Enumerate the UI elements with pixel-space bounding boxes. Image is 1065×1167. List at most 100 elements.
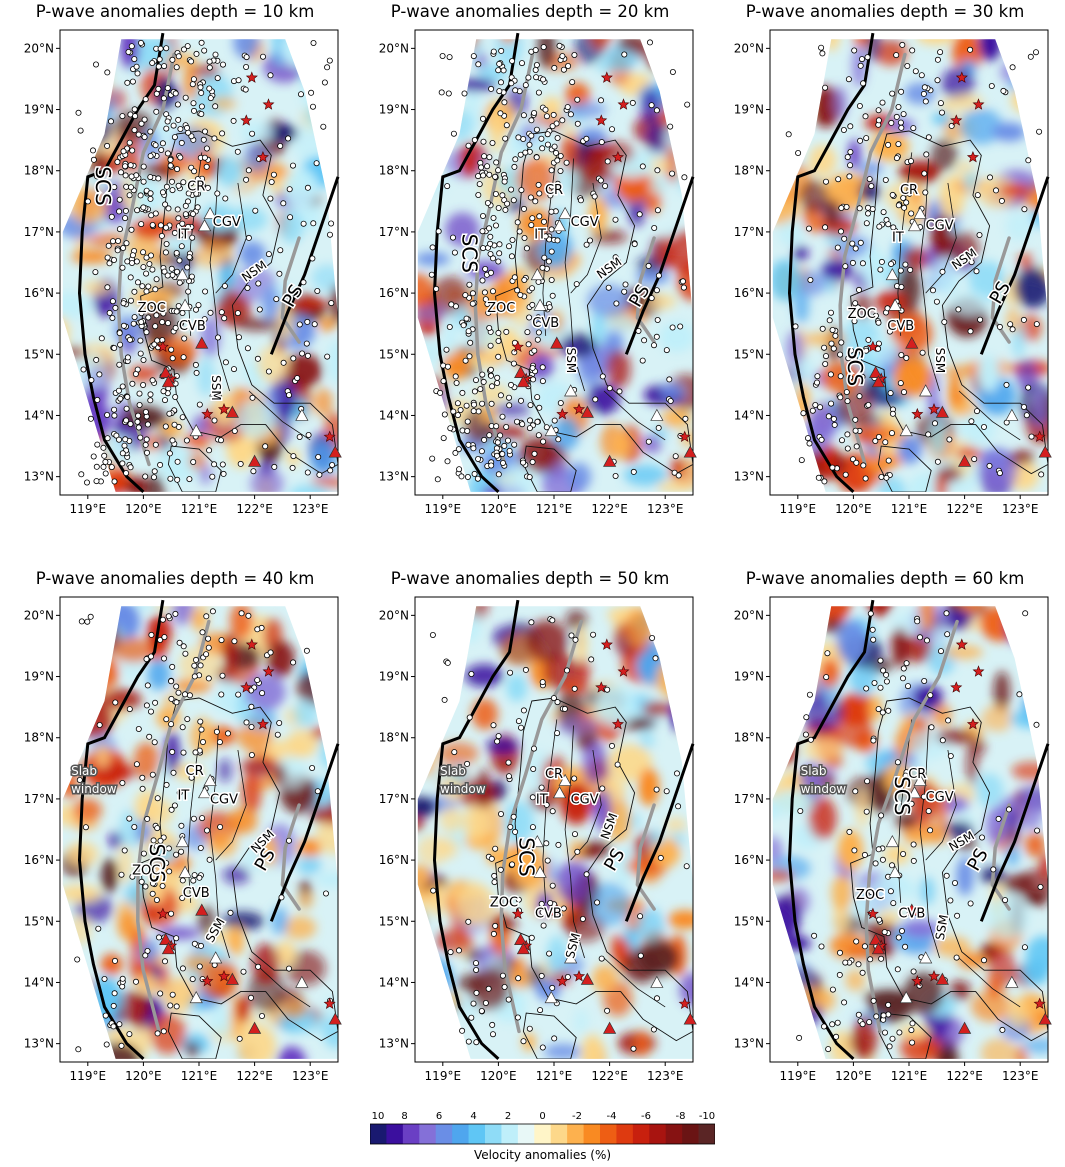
- lat-tick-label: 13°N: [734, 1037, 764, 1051]
- map-axes: 119°E 120°E 121°E 122°E 123°E 13°N 14°N 15°N 16°…: [379, 608, 684, 1083]
- colorbar: [369, 1123, 716, 1145]
- coastline: [850, 697, 1049, 1059]
- lat-tick-label: 16°N: [379, 286, 409, 300]
- volcano-star-icon: [256, 718, 269, 730]
- lat-tick-label: 13°N: [734, 470, 764, 484]
- volcano-star-icon: [911, 407, 924, 420]
- feature-label: SSM: [564, 348, 578, 374]
- lon-tick-label: 123°E: [647, 502, 684, 516]
- red-triangle-icon: [195, 336, 209, 349]
- volcano-star-icon: [201, 974, 214, 987]
- white-triangle-icon: [919, 384, 933, 397]
- panel-title: P-wave anomalies depth = 20 km: [390, 2, 670, 21]
- white-triangle-icon: [899, 991, 913, 1004]
- colorbar-tick-label: 0: [539, 1111, 546, 1122]
- volcano-symbols: [156, 638, 342, 1034]
- colorbar-swatch: [534, 1124, 552, 1144]
- white-triangle-icon: [1005, 975, 1019, 988]
- volcano-star-icon: [240, 114, 253, 126]
- volcano-star-icon: [972, 665, 985, 677]
- feature-label: SCS: [515, 837, 539, 876]
- colorbar-tick-label: 10: [371, 1111, 385, 1122]
- earthquake-markers: [75, 39, 336, 486]
- colorbar-label: Velocity anomalies (%): [473, 1148, 612, 1162]
- red-triangle-icon: [905, 336, 919, 349]
- volcano-star-icon: [556, 407, 569, 420]
- slab-contour: [473, 52, 656, 467]
- lat-tick-label: 13°N: [379, 470, 409, 484]
- volcano-star-icon: [573, 402, 586, 415]
- volcano-star-icon: [1033, 997, 1046, 1009]
- volcano-star-icon: [955, 638, 968, 650]
- white-triangle-icon: [885, 835, 899, 848]
- colorbar-legend: 10 8 6 4 2 0 -2 -4 -6 -8 -10 Velocity anomalies (%…: [369, 1110, 716, 1162]
- velocity-anomaly-field: [417, 606, 694, 1059]
- red-triangle-icon: [516, 942, 531, 955]
- lat-tick-label: 17°N: [379, 225, 409, 239]
- red-triangle-icon: [603, 454, 617, 467]
- lon-tick-label: 122°E: [236, 1069, 273, 1083]
- colorbar-swatch: [419, 1124, 437, 1144]
- red-triangle-icon: [683, 1012, 697, 1025]
- white-triangle-icon: [533, 865, 547, 878]
- lat-tick-label: 16°N: [734, 853, 764, 867]
- volcano-star-icon: [240, 681, 253, 693]
- red-triangle-icon: [958, 1021, 972, 1034]
- red-triangle-icon: [248, 454, 262, 467]
- colorbar-swatch: [402, 1124, 420, 1144]
- colorbar-swatch: [616, 1124, 634, 1144]
- red-triangle-icon: [905, 903, 919, 916]
- map-panel-20km: P-wave anomalies depth = 20 km SCS CR CGV IT…: [355, 0, 705, 540]
- volcano-star-icon: [262, 98, 275, 110]
- colorbar-tick-label: -10: [698, 1111, 716, 1122]
- red-triangle-icon: [161, 375, 176, 388]
- lat-tick-label: 16°N: [734, 286, 764, 300]
- white-triangle-icon: [564, 384, 578, 397]
- lat-tick-label: 19°N: [379, 670, 409, 684]
- volcano-star-icon: [950, 681, 963, 693]
- white-triangle-icon: [203, 773, 217, 786]
- feature-label: ZOC: [487, 301, 515, 316]
- colorbar-swatch: [632, 1124, 650, 1144]
- white-triangle-icon: [530, 835, 544, 848]
- map-panel-30km: P-wave anomalies depth = 30 km SCS CR CGV IT…: [710, 0, 1060, 540]
- white-triangle-icon: [650, 975, 664, 988]
- white-triangle-icon: [913, 773, 927, 786]
- lat-tick-label: 14°N: [24, 975, 54, 989]
- white-triangle-icon: [189, 424, 203, 437]
- colorbar-tick-label: -2: [572, 1111, 582, 1122]
- earthquake-markers: [74, 608, 333, 1053]
- lon-tick-label: 120°E: [125, 502, 162, 516]
- white-triangle-icon: [544, 991, 558, 1004]
- red-triangle-icon: [514, 365, 528, 378]
- slab-contour: [136, 619, 301, 1034]
- feature-label: Slab: [801, 764, 827, 778]
- volcano-star-icon: [866, 907, 879, 920]
- lat-tick-label: 19°N: [24, 670, 54, 684]
- lat-tick-label: 18°N: [734, 731, 764, 745]
- trench-line: [432, 599, 695, 1061]
- lon-tick-label: 123°E: [1002, 1069, 1038, 1083]
- volcano-star-icon: [156, 907, 169, 920]
- red-triangle-icon: [603, 1021, 617, 1034]
- red-triangle-icon: [935, 972, 949, 985]
- lat-tick-label: 18°N: [24, 164, 54, 178]
- lat-tick-label: 15°N: [734, 914, 764, 928]
- colorbar-swatch: [567, 1124, 584, 1144]
- feature-label: Slab: [71, 764, 97, 778]
- feature-label: IT: [892, 231, 904, 246]
- volcano-star-icon: [928, 402, 941, 415]
- earthquake-markers: [785, 41, 1045, 485]
- lon-tick-label: 121°E: [181, 502, 218, 516]
- feature-label: SCS: [890, 776, 914, 815]
- trench-line: [77, 32, 340, 494]
- lat-tick-label: 17°N: [24, 792, 54, 806]
- volcano-star-icon: [218, 402, 231, 415]
- white-triangle-icon: [178, 865, 192, 878]
- lat-tick-label: 16°N: [24, 286, 54, 300]
- volcano-star-icon: [972, 98, 985, 110]
- feature-label: CR: [900, 183, 918, 198]
- white-triangle-icon: [295, 408, 309, 421]
